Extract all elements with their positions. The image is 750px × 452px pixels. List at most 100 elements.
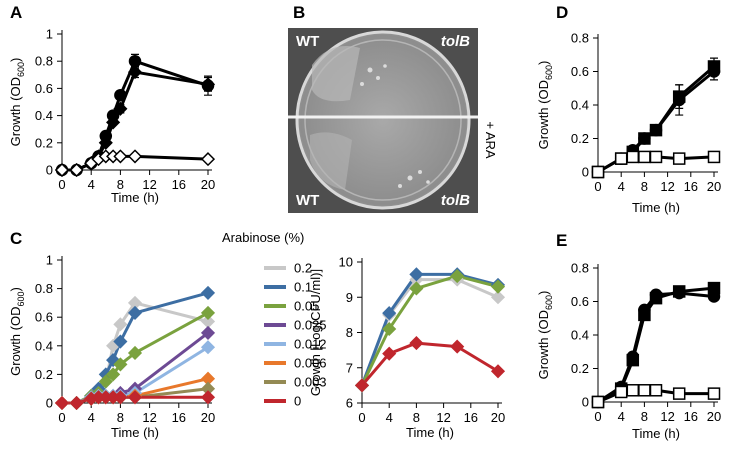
y-axis-label-part: 600 [544, 65, 554, 80]
colonies [360, 64, 430, 188]
y-tick-label: 7 [346, 360, 353, 375]
series-line [360, 341, 499, 387]
panel-letter: B [293, 3, 305, 22]
marker [409, 336, 424, 351]
y-axis-label: Growth (OD600) [536, 61, 554, 150]
x-tick-label: 12 [660, 409, 674, 424]
legend-label: 0.003 [294, 375, 327, 390]
marker [638, 308, 651, 322]
x-tick-label: 20 [707, 409, 721, 424]
marker [113, 149, 128, 164]
marker [69, 395, 84, 411]
chart: A 0 0.2 0.4 0.6 0.8 1 0 4 8 12 16 20 Time (h) Growth (… [8, 3, 215, 205]
y-tick-label: 0.2 [35, 367, 53, 382]
legend-label: 0 [294, 394, 301, 409]
panel-letter: A [10, 3, 22, 22]
marker [649, 384, 663, 397]
y-tick-label: 0 [46, 163, 53, 178]
marker [490, 279, 506, 294]
x-axis-label: Time (h) [111, 425, 159, 440]
x-tick-label: 20 [491, 410, 505, 425]
y-axis-label-part: Growth (OD [536, 80, 551, 149]
y-tick-label: 0.2 [571, 361, 589, 376]
marker [672, 387, 686, 400]
marker [127, 65, 143, 80]
y-tick-label: 0.4 [571, 98, 589, 113]
x-tick-label: 16 [684, 409, 698, 424]
y-axis-label-part: Growth (OD [8, 307, 23, 376]
panel-letter: E [556, 231, 567, 250]
y-tick-label: 9 [346, 290, 353, 305]
growth-streak [312, 46, 360, 102]
x-tick-label: 4 [88, 410, 95, 425]
y-axis-label-part: 600 [16, 62, 26, 77]
marker [626, 353, 640, 367]
legend-label: 0.012 [294, 337, 327, 352]
y-axis-label-part: ) [8, 287, 23, 291]
y-axis-label-part: 600 [544, 295, 554, 310]
x-tick-label: 12 [436, 410, 450, 425]
marker [113, 317, 128, 332]
x-tick-label: 0 [594, 409, 601, 424]
y-tick-label: 0.6 [571, 294, 589, 309]
marker [382, 306, 397, 321]
marker [707, 281, 721, 295]
y-tick-label: 0.4 [571, 328, 589, 343]
marker [69, 162, 84, 178]
y-tick-label: 0.8 [35, 54, 53, 69]
x-tick-label: 8 [413, 410, 420, 425]
y-tick-label: 6 [346, 396, 353, 411]
marker [127, 149, 143, 164]
x-tick-label: 0 [594, 179, 601, 194]
y-tick-label: 0.8 [35, 281, 53, 296]
y-tick-label: 0.8 [571, 261, 589, 276]
plate-rim [304, 39, 462, 201]
marker [672, 285, 686, 298]
y-axis-label-part: Growth (OD [536, 310, 551, 379]
marker [113, 357, 128, 372]
marker [672, 152, 686, 165]
marker [127, 345, 143, 361]
marker [614, 385, 628, 399]
marker [54, 395, 70, 411]
marker [106, 367, 121, 382]
marker [707, 60, 721, 73]
x-tick-label: 4 [386, 410, 393, 425]
photo-panel: B WT tolB WT tolB + ARA [288, 3, 498, 213]
x-tick-label: 12 [660, 179, 674, 194]
marker [114, 88, 127, 102]
legend-title: Arabinose (%) [222, 230, 304, 245]
marker [382, 346, 397, 361]
x-tick-label: 0 [58, 410, 65, 425]
panel-letter: C [10, 229, 22, 248]
chart: 6 7 8 9 10 0 4 8 12 16 20 Time (h) Growth [Log(CFU/m… [308, 255, 505, 441]
marker [591, 165, 605, 179]
y-tick-label: 0 [582, 165, 589, 180]
y-tick-label: 0 [582, 395, 589, 410]
marker [200, 305, 216, 320]
legend-label: 0.1 [294, 280, 312, 295]
x-tick-label: 0 [358, 410, 365, 425]
y-axis-label: Growth (OD600) [8, 287, 26, 376]
marker [626, 384, 640, 397]
plate-label: tolB [441, 33, 470, 50]
y-tick-label: 0.4 [35, 108, 53, 123]
y-tick-label: 1 [46, 253, 53, 268]
x-tick-label: 12 [142, 410, 156, 425]
x-tick-label: 8 [117, 177, 124, 192]
x-tick-label: 8 [117, 410, 124, 425]
marker [450, 269, 465, 284]
y-axis-label-part: ) [536, 291, 551, 295]
x-axis-label: Time (h) [406, 425, 454, 440]
marker [127, 390, 143, 405]
marker [382, 321, 397, 337]
y-axis-label-part: Growth [Log(CFU/ml)] [308, 269, 323, 396]
panel-letter: D [556, 3, 568, 22]
x-tick-label: 20 [707, 179, 721, 194]
x-tick-label: 8 [641, 409, 648, 424]
plate-label: WT [296, 192, 319, 209]
marker [649, 291, 663, 305]
marker [490, 290, 506, 305]
x-axis-label: Time (h) [632, 426, 680, 441]
